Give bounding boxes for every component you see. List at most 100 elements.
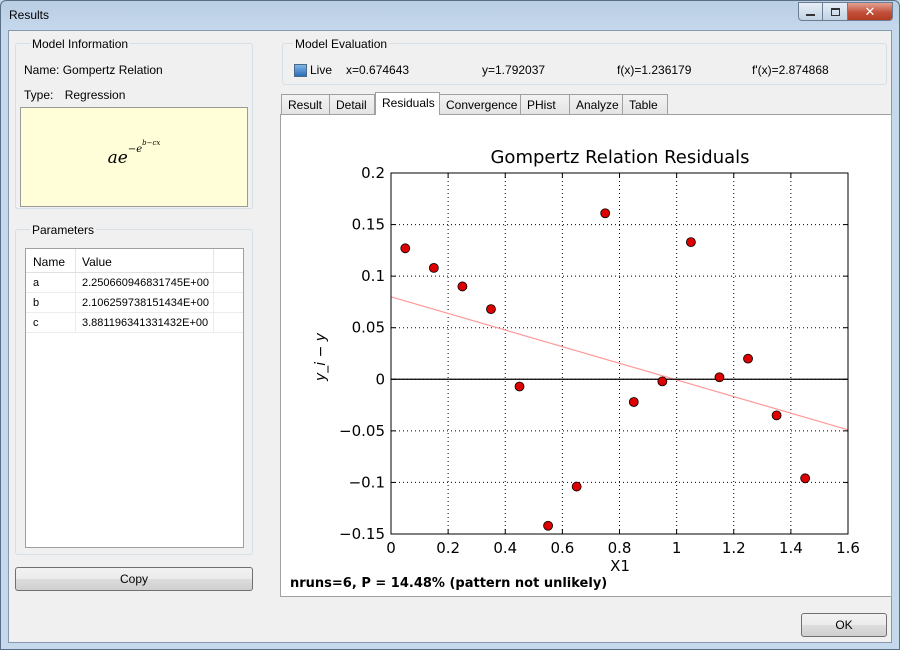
runs-test-status: nruns=6, P = 14.48% (pattern not unlikel…	[290, 576, 608, 591]
model-type-row: Type: Regression	[24, 88, 125, 102]
chart-title: Gompertz Relation Residuals	[490, 147, 749, 168]
y-tick-label: 0.15	[352, 216, 385, 234]
x-axis-label: X1	[610, 557, 630, 573]
y-axis-label: y_i − y	[313, 332, 329, 382]
close-button[interactable]: ✕	[848, 2, 893, 21]
x-tick-label: 0	[386, 539, 396, 557]
residual-point	[486, 304, 496, 315]
eval-y-value: y=1.792037	[482, 63, 546, 77]
formula-exponent: −eb−cx	[127, 139, 161, 156]
trend-line	[390, 296, 849, 431]
model-evaluation-group: Model Evaluation	[282, 37, 887, 85]
residual-point	[628, 397, 639, 407]
window-title: Results	[9, 8, 50, 22]
y-tick-label: −0.1	[349, 473, 385, 491]
eval-fx-value: f(x)=1.236179	[617, 63, 692, 77]
x-tick-label: 1.4	[779, 539, 803, 557]
model-name-value: Gompertz Relation	[62, 63, 163, 77]
tab-analyze[interactable]: Analyze	[569, 94, 623, 115]
residual-point	[428, 262, 439, 273]
live-checkbox[interactable]	[294, 64, 307, 77]
model-evaluation-label: Model Evaluation	[293, 37, 390, 51]
column-header-value[interactable]: Value	[76, 249, 214, 272]
maximize-button[interactable]	[823, 2, 848, 21]
residual-point	[514, 381, 525, 392]
x-tick-label: 1.2	[722, 539, 746, 557]
residuals-chart: Gompertz Relation Residuals 0 0.2 0.4 0.6 0.…	[313, 147, 860, 573]
tab-table[interactable]: Table	[622, 94, 668, 115]
ok-button[interactable]: OK	[801, 613, 887, 637]
y-tick-label: 0.05	[352, 319, 385, 337]
residual-point	[800, 473, 811, 484]
client-area: Model Information Name: Gompertz Relatio…	[8, 30, 892, 643]
tab-residuals[interactable]: Residuals	[375, 92, 440, 115]
x-tick-label: 1	[672, 539, 682, 557]
residual-point	[657, 376, 668, 387]
residual-point	[600, 208, 611, 219]
column-header-name[interactable]: Name	[26, 249, 76, 272]
tab-phist[interactable]: PHist	[520, 94, 570, 115]
table-row[interactable]: a 2.250660946831745E+00	[26, 273, 243, 293]
formula-box: ae−eb−cx	[20, 107, 248, 207]
residual-point	[400, 243, 411, 254]
table-row[interactable]: b 2.106259738151434E+00	[26, 293, 243, 313]
model-information-group: Model Information	[15, 37, 253, 209]
parameters-group: Parameters	[15, 223, 253, 555]
residual-point	[457, 281, 468, 292]
tab-result[interactable]: Result	[281, 94, 330, 115]
residual-point	[714, 372, 725, 383]
parameters-table[interactable]: Name Value a 2.250660946831745E+00 b 2.1…	[25, 248, 244, 548]
maximize-icon	[830, 7, 840, 16]
x-tick-label: 1.6	[836, 539, 860, 557]
title-bar[interactable]: Results ✕	[1, 1, 899, 29]
chart-ticks: 0 0.2 0.4 0.6 0.8 1 1.2 1.4 1.60.20.150.10.050−0…	[339, 164, 860, 557]
eval-fprime-value: f'(x)=2.874868	[752, 63, 829, 77]
param-value-cell: 2.250660946831745E+00	[76, 273, 214, 292]
close-icon: ✕	[864, 3, 876, 19]
formula-exp-prefix: −e	[127, 144, 143, 156]
residual-point	[771, 410, 782, 421]
minimize-button[interactable]	[798, 2, 823, 21]
chart-points	[400, 208, 811, 531]
y-tick-label: 0	[375, 370, 385, 388]
x-tick-label: 0.6	[550, 539, 574, 557]
residual-point	[571, 481, 582, 492]
tab-convergence[interactable]: Convergence	[439, 94, 521, 115]
model-information-label: Model Information	[30, 37, 131, 51]
window-controls: ✕	[798, 2, 893, 21]
y-tick-label: 0.1	[361, 267, 385, 285]
model-type-value: Regression	[64, 88, 126, 102]
x-tick-label: 0.8	[608, 539, 632, 557]
tab-detail[interactable]: Detail	[329, 94, 375, 115]
formula-exp-sup: b−cx	[142, 139, 161, 147]
name-label: Name:	[24, 63, 60, 77]
residual-point	[686, 237, 696, 248]
table-row[interactable]: c 3.881196341331432E+00	[26, 313, 243, 333]
formula-base: ae	[107, 147, 128, 168]
y-tick-label: −0.05	[339, 422, 385, 440]
model-formula: ae−eb−cx	[107, 139, 161, 168]
param-value-cell: 2.106259738151434E+00	[76, 293, 214, 312]
residual-point	[743, 353, 753, 364]
x-tick-label: 0.4	[493, 539, 517, 557]
parameters-table-header: Name Value	[26, 249, 243, 273]
model-name-row: Name: Gompertz Relation	[24, 63, 163, 77]
copy-button[interactable]: Copy	[15, 567, 253, 591]
y-tick-label: 0.2	[361, 164, 385, 182]
eval-x-value: x=0.674643	[346, 63, 410, 77]
chart-lines	[390, 296, 849, 431]
live-label[interactable]: Live	[310, 63, 333, 77]
type-label: Type:	[24, 88, 54, 102]
param-name-cell: b	[26, 293, 76, 312]
chart-grid	[391, 173, 848, 534]
y-tick-label: −0.15	[339, 525, 385, 543]
param-value-cell: 3.881196341331432E+00	[76, 313, 214, 332]
minimize-icon	[806, 13, 815, 16]
parameters-label: Parameters	[30, 223, 97, 237]
param-name-cell: c	[26, 313, 76, 332]
residual-point	[543, 520, 553, 531]
param-name-cell: a	[26, 273, 76, 292]
x-tick-label: 0.2	[436, 539, 460, 557]
residuals-panel: Gompertz Relation Residuals 0 0.2 0.4 0.6 0.…	[280, 114, 892, 597]
